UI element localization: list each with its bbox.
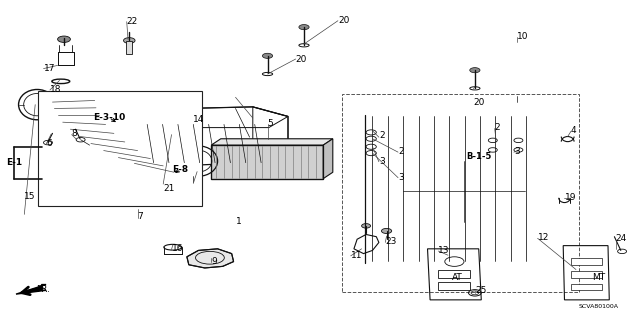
Text: 4: 4 — [571, 126, 577, 135]
Text: 13: 13 — [438, 246, 450, 255]
Text: SCVA80100A: SCVA80100A — [579, 304, 618, 309]
Circle shape — [470, 68, 480, 73]
Text: 2: 2 — [379, 131, 385, 140]
Polygon shape — [323, 139, 333, 179]
Text: 19: 19 — [564, 193, 576, 202]
Text: 16: 16 — [172, 244, 183, 253]
Text: 22: 22 — [127, 17, 138, 26]
Bar — [126, 41, 132, 54]
Text: B-1-5: B-1-5 — [466, 152, 492, 161]
Text: MT: MT — [592, 273, 605, 282]
Polygon shape — [211, 139, 333, 145]
Text: AT: AT — [452, 273, 463, 282]
Circle shape — [124, 38, 135, 43]
Bar — [58, 52, 74, 65]
Polygon shape — [211, 145, 323, 179]
Text: 20: 20 — [474, 98, 485, 107]
Text: 5: 5 — [268, 119, 273, 128]
Text: 14: 14 — [193, 115, 205, 124]
Bar — [438, 282, 470, 290]
Text: 3: 3 — [514, 147, 520, 156]
Text: 23: 23 — [385, 237, 397, 246]
Polygon shape — [16, 285, 46, 294]
Text: 11: 11 — [351, 251, 362, 260]
Text: E-8: E-8 — [172, 165, 189, 174]
Text: E-1: E-1 — [6, 158, 22, 167]
Text: 17: 17 — [44, 64, 55, 73]
Polygon shape — [187, 249, 234, 268]
Text: E-3-10: E-3-10 — [93, 113, 125, 122]
Text: 20: 20 — [338, 16, 349, 25]
Text: 8: 8 — [72, 130, 77, 138]
Text: 10: 10 — [517, 32, 529, 41]
Text: 1: 1 — [236, 217, 241, 226]
Text: 12: 12 — [538, 233, 549, 242]
Bar — [571, 284, 602, 290]
Bar — [38, 91, 202, 206]
Text: FR.: FR. — [36, 285, 51, 294]
Text: 15: 15 — [24, 192, 36, 201]
Circle shape — [58, 36, 70, 42]
Bar — [58, 52, 74, 65]
Bar — [438, 270, 470, 278]
Circle shape — [299, 25, 309, 30]
Bar — [342, 94, 579, 292]
Text: 3: 3 — [398, 173, 404, 182]
Text: 6: 6 — [46, 139, 52, 148]
Text: 20: 20 — [296, 55, 307, 63]
Text: 2: 2 — [398, 147, 404, 156]
Circle shape — [362, 224, 371, 228]
Text: 9: 9 — [211, 257, 217, 266]
Text: 24: 24 — [616, 234, 627, 243]
Text: 3: 3 — [379, 157, 385, 166]
Bar — [571, 258, 602, 265]
Bar — [571, 271, 602, 278]
Text: 7: 7 — [138, 212, 143, 221]
Text: 18: 18 — [50, 85, 61, 94]
Circle shape — [381, 228, 392, 234]
Text: 2: 2 — [495, 123, 500, 132]
Text: 21: 21 — [163, 184, 175, 193]
Text: 25: 25 — [475, 286, 486, 295]
Circle shape — [262, 53, 273, 58]
